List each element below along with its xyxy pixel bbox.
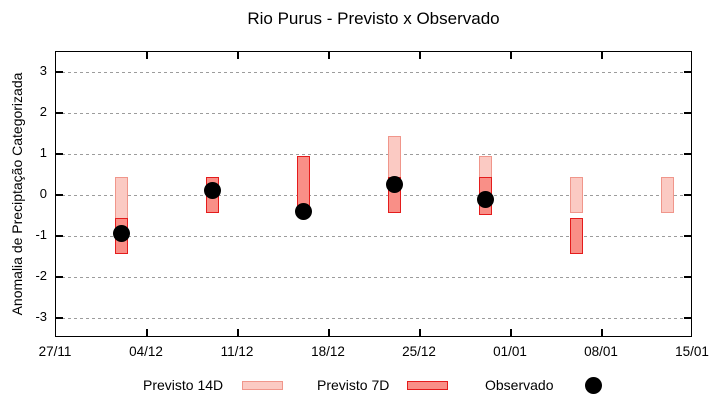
legend-label-previsto-14d: Previsto 14D bbox=[143, 377, 224, 393]
observed-dot bbox=[294, 202, 312, 220]
y-tick-mark bbox=[684, 276, 691, 278]
y-tick-label: 0 bbox=[39, 186, 47, 201]
y-tick-mark bbox=[56, 235, 63, 237]
observed-dot bbox=[112, 225, 130, 243]
x-tick-mark bbox=[510, 329, 512, 336]
x-tick-label: 08/01 bbox=[584, 344, 618, 359]
y-tick-label: -1 bbox=[35, 227, 47, 242]
y-tick-mark bbox=[684, 317, 691, 319]
x-tick-mark bbox=[328, 52, 330, 59]
legend-swatch-previsto-14d-icon bbox=[242, 381, 283, 390]
bar-previsto-14d bbox=[569, 176, 583, 214]
legend-label-observado: Observado bbox=[485, 377, 554, 393]
legend-observed-dot-icon bbox=[585, 377, 602, 394]
y-tick-label: 2 bbox=[39, 104, 47, 119]
observed-dot bbox=[203, 182, 221, 200]
x-tick-label: 01/01 bbox=[493, 344, 527, 359]
y-tick-mark bbox=[56, 194, 63, 196]
x-tick-label: 11/12 bbox=[220, 344, 254, 359]
y-tick-label: 3 bbox=[39, 63, 47, 78]
plot-area bbox=[55, 51, 692, 337]
y-tick-mark bbox=[56, 71, 63, 73]
legend-swatch-previsto-7d-icon bbox=[407, 381, 448, 390]
x-tick-label: 15/01 bbox=[675, 344, 709, 359]
x-tick-mark bbox=[510, 52, 512, 59]
x-tick-mark bbox=[146, 52, 148, 59]
x-tick-mark bbox=[419, 329, 421, 336]
y-tick-mark bbox=[684, 112, 691, 114]
gridline bbox=[56, 153, 691, 155]
x-tick-mark bbox=[601, 329, 603, 336]
x-tick-mark bbox=[146, 329, 148, 336]
legend-label-previsto-7d: Previsto 7D bbox=[317, 377, 390, 393]
y-tick-mark bbox=[684, 235, 691, 237]
y-tick-label: -2 bbox=[35, 268, 47, 283]
chart-title: Rio Purus - Previsto x Observado bbox=[247, 9, 500, 28]
x-tick-label: 25/12 bbox=[402, 344, 436, 359]
y-tick-label: 1 bbox=[39, 145, 47, 160]
x-tick-label: 27/11 bbox=[38, 344, 72, 359]
observed-dot bbox=[385, 176, 403, 194]
y-tick-mark bbox=[56, 317, 63, 319]
gridline bbox=[56, 317, 691, 319]
observed-dot bbox=[476, 190, 494, 208]
x-tick-label: 04/12 bbox=[129, 344, 163, 359]
x-tick-mark bbox=[237, 329, 239, 336]
gridline bbox=[56, 71, 691, 73]
x-tick-mark bbox=[419, 52, 421, 59]
y-tick-mark bbox=[56, 153, 63, 155]
y-tick-mark bbox=[684, 194, 691, 196]
gridline bbox=[56, 194, 691, 196]
bar-previsto-7d bbox=[296, 156, 310, 208]
gridline bbox=[56, 112, 691, 114]
y-tick-mark bbox=[684, 71, 691, 73]
x-tick-mark bbox=[237, 52, 239, 59]
y-tick-mark bbox=[56, 276, 63, 278]
gridline bbox=[56, 235, 691, 237]
bar-previsto-14d bbox=[660, 176, 674, 214]
bar-previsto-7d bbox=[569, 217, 583, 255]
x-tick-mark bbox=[601, 52, 603, 59]
gridline bbox=[56, 276, 691, 278]
y-tick-mark bbox=[56, 112, 63, 114]
x-tick-mark bbox=[328, 329, 330, 336]
y-tick-label: -3 bbox=[35, 309, 47, 324]
y-tick-mark bbox=[684, 153, 691, 155]
x-tick-label: 18/12 bbox=[311, 344, 345, 359]
